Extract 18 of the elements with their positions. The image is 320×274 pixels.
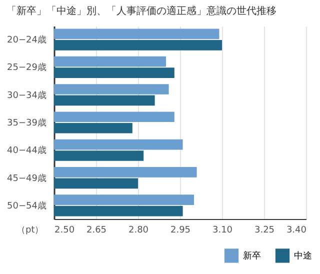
x-tick-label: 3.25 xyxy=(254,226,275,236)
y-tick-label: 25−29歳 xyxy=(7,62,46,74)
x-tick-label: 3.10 xyxy=(212,226,233,236)
chart-title: 「新卒」「中途」別、「人事評価の適正感」意識の世代推移 xyxy=(6,5,277,17)
y-tick-label: 35−39歳 xyxy=(7,118,46,128)
x-tick-label: 2.95 xyxy=(170,226,191,236)
x-axis-title: （pt） xyxy=(16,226,44,236)
legend-label: 中途 xyxy=(294,250,312,262)
x-tick-label: 2.50 xyxy=(54,226,75,236)
y-tick-label: 30−34歳 xyxy=(7,90,46,101)
y-tick-label: 20−24歳 xyxy=(7,34,46,46)
x-tick-label: 2.80 xyxy=(128,226,149,236)
y-tick-label: 50−54歳 xyxy=(7,200,46,212)
x-tick-label: 3.40 xyxy=(286,226,307,236)
legend-label: 新卒 xyxy=(243,250,261,262)
x-tick-label: 2.65 xyxy=(86,226,107,236)
y-tick-label: 40−44歳 xyxy=(7,145,46,156)
y-tick-label: 45−49歳 xyxy=(7,172,46,184)
